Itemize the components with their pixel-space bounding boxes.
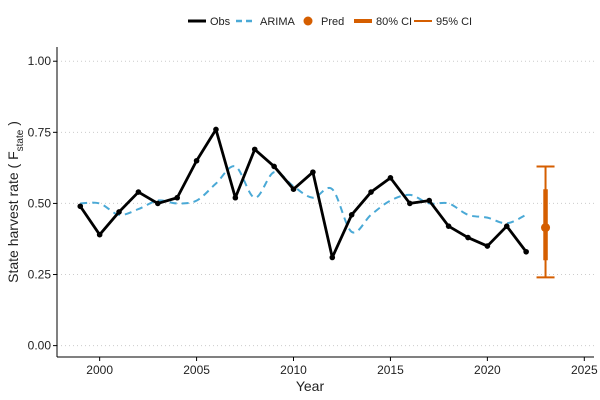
obs-point — [310, 169, 316, 175]
obs-point — [503, 223, 510, 229]
legend-label-pred: Pred — [321, 16, 344, 28]
x-tick-label: 2005 — [183, 363, 210, 377]
series-arima-line — [80, 165, 527, 234]
obs-point — [387, 175, 394, 181]
x-tick-label: 2015 — [377, 363, 404, 377]
legend-label-ci95: 95% CI — [436, 16, 472, 28]
y-axis-title-subscript: state — [15, 129, 26, 151]
obs-point — [251, 146, 258, 153]
legend-item-ci80: 80% CI — [354, 16, 412, 28]
legend-item-pred: Pred — [303, 16, 344, 28]
legend: Obs ARIMA Pred 80% CI 95% CI — [188, 16, 472, 28]
obs-point — [407, 200, 413, 207]
obs-point — [213, 126, 219, 133]
obs-point — [135, 189, 142, 195]
obs-point — [174, 194, 180, 201]
x-tick-label: 2010 — [280, 363, 307, 377]
y-axis-title-close: ) — [5, 121, 21, 130]
obs-point — [96, 231, 103, 238]
y-axis-title-main: State harvest rate ( F — [5, 151, 21, 283]
axis-ticks: 0.00 0.25 0.50 0.75 1.00 2000 2005 2010 2015 2020… — [28, 54, 598, 377]
x-tick-label: 2000 — [86, 363, 113, 377]
y-axis-title: State harvest rate ( Fstate ) — [5, 121, 26, 283]
obs-point — [77, 203, 84, 210]
y-tick-label: 1.00 — [28, 54, 52, 68]
legend-item-obs: Obs — [188, 16, 231, 28]
obs-point — [116, 209, 122, 215]
prediction-group — [536, 165, 555, 279]
legend-item-arima: ARIMA — [236, 16, 296, 28]
x-tick-label: 2020 — [474, 363, 501, 377]
obs-point — [484, 243, 491, 249]
obs-point — [368, 189, 374, 195]
y-tick-label: 0.00 — [28, 339, 52, 353]
x-tick-label: 2025 — [571, 363, 598, 377]
obs-point — [445, 223, 452, 229]
obs-point — [232, 194, 239, 201]
obs-point — [271, 163, 277, 170]
obs-point — [155, 200, 161, 207]
pred-point — [541, 223, 551, 233]
legend-label-ci80: 80% CI — [376, 16, 412, 28]
obs-point — [329, 254, 336, 261]
legend-label-obs: Obs — [210, 16, 231, 28]
obs-point — [348, 211, 355, 218]
y-tick-label: 0.75 — [28, 125, 52, 139]
x-axis-title: Year — [296, 378, 325, 394]
obs-point — [290, 186, 297, 193]
y-tick-label: 0.50 — [28, 196, 52, 210]
obs-point — [523, 248, 529, 255]
legend-label-arima: ARIMA — [260, 16, 296, 28]
obs-point — [193, 157, 200, 164]
y-tick-label: 0.25 — [28, 268, 52, 282]
series-obs-line — [79, 128, 528, 259]
legend-key-pred — [303, 16, 313, 26]
plot-series — [77, 126, 529, 261]
obs-point — [465, 234, 471, 241]
legend-item-ci95: 95% CI — [414, 16, 472, 28]
obs-point — [426, 197, 433, 204]
gridlines — [57, 60, 594, 347]
